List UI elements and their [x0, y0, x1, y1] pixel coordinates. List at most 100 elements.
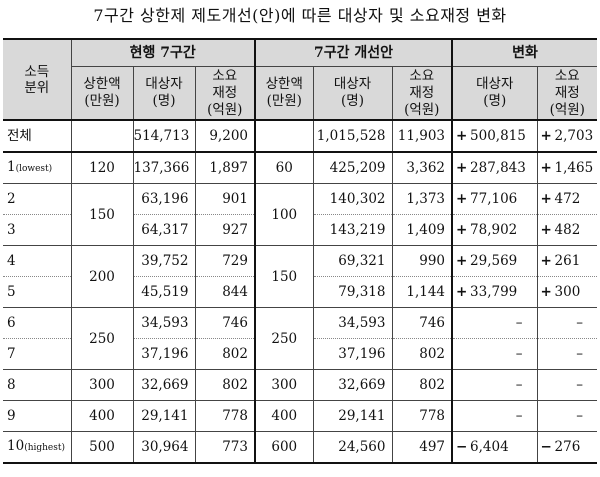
change-budget-cell: +2,703: [536, 120, 598, 153]
change-budget-cell: –: [536, 338, 598, 370]
improved-target-cell: 143,219: [312, 214, 392, 246]
improved-group-header: 7구간 개선안: [253, 38, 453, 67]
change-budget-cell: +472: [536, 183, 598, 215]
current-target-header: 대상자 (명): [132, 66, 195, 121]
change-target-cell: −6,404: [451, 431, 538, 464]
improved-budget-cell: 1,409: [391, 214, 453, 246]
change-target-cell: +77,106: [451, 183, 538, 215]
change-target-cell: +78,902: [451, 214, 538, 246]
improved-cap-cell: [254, 120, 313, 153]
improved-budget-cell: 3,362: [391, 152, 453, 184]
change-target-header: 대상자 (명): [451, 66, 538, 121]
change-target-cell: –: [451, 307, 538, 339]
current-target-cell: 30,964: [132, 431, 195, 464]
row-label: 10(highest): [3, 431, 72, 464]
row-label: 3: [3, 214, 72, 246]
current-budget-cell: 844: [194, 276, 255, 308]
improved-target-cell: 425,209: [312, 152, 392, 184]
improved-target-cell: 140,302: [312, 183, 392, 215]
table-row: 10(highest) 500 30,964 773 600 24,560 49…: [3, 431, 598, 464]
improved-budget-cell: 1,144: [391, 276, 453, 308]
current-target-cell: 34,593: [132, 307, 195, 339]
current-target-cell: 37,196: [132, 338, 195, 370]
change-target-cell: –: [451, 369, 538, 401]
table-row: 9 400 29,141 778 400 29,141 778 – –: [3, 400, 598, 432]
current-target-cell: 32,669: [132, 369, 195, 401]
table-row: 5 45,519 844 79,318 1,144 +33,799 +300: [3, 276, 598, 308]
improved-cap-cell: 60: [254, 152, 313, 184]
improved-target-cell: 32,669: [312, 369, 392, 401]
change-budget-cell: +482: [536, 214, 598, 246]
current-cap-header: 상한액 (만원): [70, 66, 133, 121]
current-cap-cell: 500: [70, 431, 133, 464]
current-target-cell: 63,196: [132, 183, 195, 215]
budget-change-table: 소득 분위 현행 7구간 7구간 개선안 변화 상한액 (만원) 대상자 (명) 소요…: [3, 38, 598, 464]
current-cap-cell: 200: [70, 245, 133, 308]
improved-budget-cell: 802: [391, 369, 453, 401]
quintile-header: 소득 분위: [3, 38, 72, 121]
improved-cap-cell: 100: [254, 183, 313, 246]
row-label: 1(lowest): [3, 152, 72, 184]
current-cap-cell: 250: [70, 307, 133, 370]
current-cap-cell: 120: [70, 152, 133, 184]
improved-target-cell: 37,196: [312, 338, 392, 370]
change-target-cell: –: [451, 338, 538, 370]
row-label: 4: [3, 245, 72, 277]
improved-target-cell: 24,560: [312, 431, 392, 464]
improved-cap-cell: 400: [254, 400, 313, 432]
improved-budget-cell: 990: [391, 245, 453, 277]
improved-target-cell: 1,015,528: [312, 120, 392, 153]
change-target-cell: +500,815: [451, 120, 538, 153]
current-target-cell: 29,141: [132, 400, 195, 432]
current-target-cell: 39,752: [132, 245, 195, 277]
change-target-cell: –: [451, 400, 538, 432]
change-budget-cell: +261: [536, 245, 598, 277]
change-target-cell: +29,569: [451, 245, 538, 277]
current-budget-cell: 802: [194, 369, 255, 401]
current-target-cell: 514,713: [132, 120, 195, 153]
improved-budget-cell: 746: [391, 307, 453, 339]
improved-cap-cell: 300: [254, 369, 313, 401]
current-budget-cell: 927: [194, 214, 255, 246]
current-budget-cell: 9,200: [194, 120, 255, 153]
table-row: 2 150 63,196 901 100 140,302 1,373 +77,1…: [3, 183, 598, 246]
current-budget-cell: 729: [194, 245, 255, 277]
improved-cap-header: 상한액 (만원): [254, 66, 313, 121]
current-budget-cell: 773: [194, 431, 255, 464]
improved-cap-cell: 600: [254, 431, 313, 464]
improved-budget-cell: 497: [391, 431, 453, 464]
improved-budget-cell: 1,373: [391, 183, 453, 215]
improved-cap-cell: 250: [254, 307, 313, 370]
table-row: 6 250 34,593 746 250 34,593 746 – –: [3, 307, 598, 370]
change-budget-cell: −276: [536, 431, 598, 464]
table-row: 7 37,196 802 37,196 802 – –: [3, 338, 598, 370]
change-budget-cell: –: [536, 307, 598, 339]
row-label: 2: [3, 183, 72, 215]
improved-target-cell: 69,321: [312, 245, 392, 277]
row-label: 6: [3, 307, 72, 339]
current-cap-cell: 300: [70, 369, 133, 401]
current-budget-cell: 901: [194, 183, 255, 215]
table-row: 1(lowest) 120 137,366 1,897 60 425,209 3…: [3, 152, 598, 184]
change-target-cell: +287,843: [451, 152, 538, 184]
table-title: 7구간 상한제 제도개선(안)에 따른 대상자 및 소요재정 변화: [93, 6, 507, 25]
change-target-cell: +33,799: [451, 276, 538, 308]
current-target-cell: 64,317: [132, 214, 195, 246]
change-budget-header: 소요 재정 (억원): [536, 66, 598, 121]
current-target-cell: 137,366: [132, 152, 195, 184]
current-cap-cell: 400: [70, 400, 133, 432]
row-label: 7: [3, 338, 72, 370]
improved-target-cell: 34,593: [312, 307, 392, 339]
current-budget-header: 소요 재정 (억원): [194, 66, 255, 121]
table-row: 4 200 39,752 729 150 69,321 990 +29,569 …: [3, 245, 598, 308]
table-row: 3 64,317 927 143,219 1,409 +78,902 +482: [3, 214, 598, 246]
improved-budget-cell: 11,903: [391, 120, 453, 153]
improved-budget-cell: 802: [391, 338, 453, 370]
improved-target-header: 대상자 (명): [312, 66, 392, 121]
row-label: 5: [3, 276, 72, 308]
row-label: 8: [3, 369, 72, 401]
current-budget-cell: 778: [194, 400, 255, 432]
current-budget-cell: 746: [194, 307, 255, 339]
change-budget-cell: –: [536, 400, 598, 432]
change-budget-cell: +1,465: [536, 152, 598, 184]
